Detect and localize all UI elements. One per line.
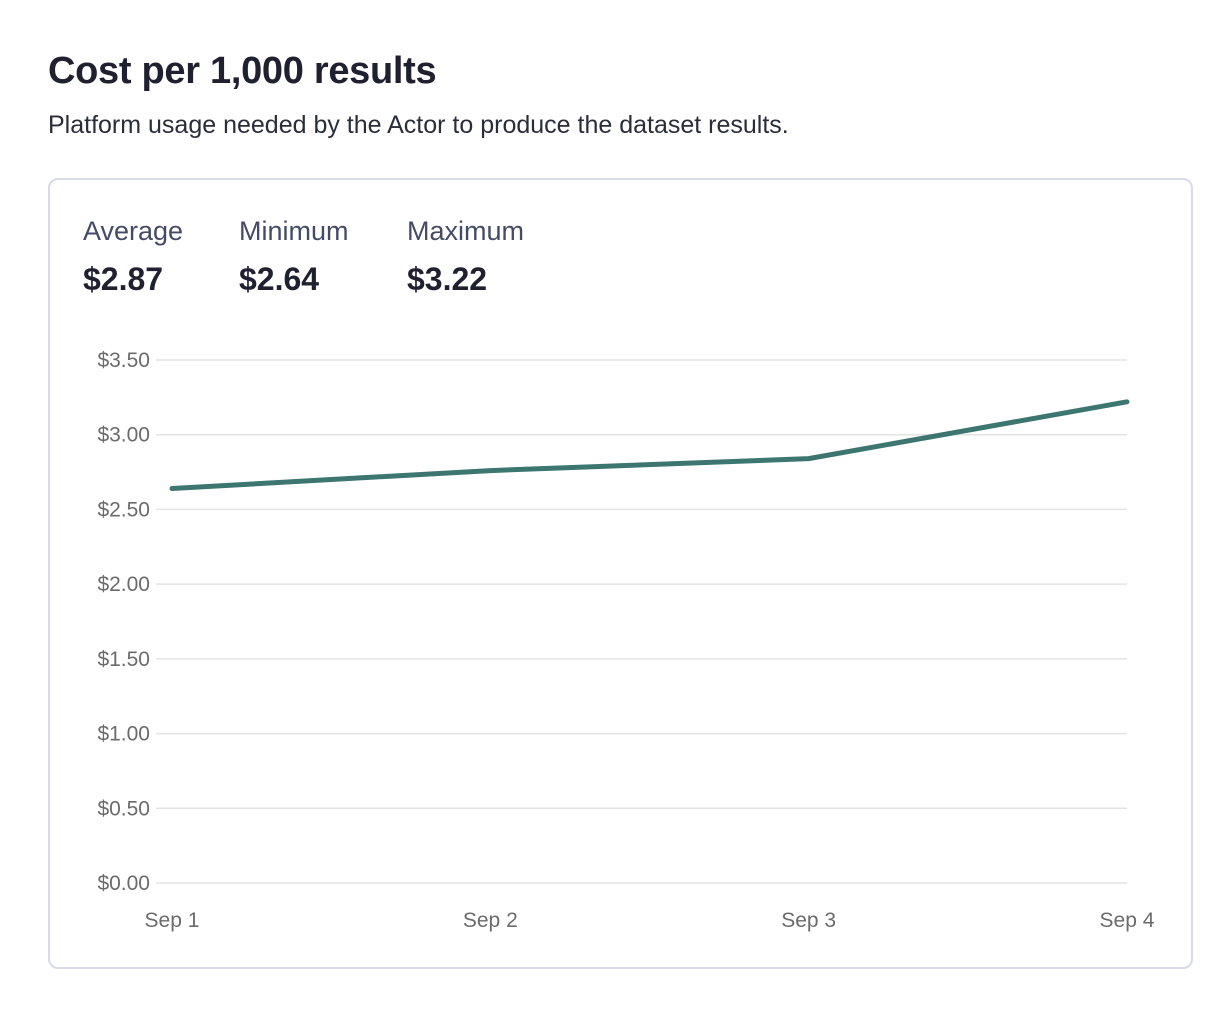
x-tick-label: Sep 3 <box>781 909 836 932</box>
y-tick-label: $3.00 <box>97 424 150 447</box>
stat-value: $3.22 <box>407 261 488 297</box>
line-chart: $0.00 $0.50 $1.00 $1.50 $2.00 $2.50 $3.00 $3.50… <box>97 349 1155 932</box>
y-tick-label: $3.50 <box>97 349 150 372</box>
stat-value: $2.87 <box>83 261 164 297</box>
page-title: Cost per 1,000 results <box>48 50 437 92</box>
x-tick-label: Sep 4 <box>1100 909 1155 932</box>
y-tick-label: $2.50 <box>97 498 150 521</box>
stat-average: Average $2.87 <box>83 216 183 298</box>
stat-label: Maximum <box>407 216 525 246</box>
y-tick-label: $1.00 <box>97 723 150 746</box>
y-tick-label: $0.00 <box>97 872 150 895</box>
stat-value: $2.64 <box>239 261 320 297</box>
x-tick-label: Sep 1 <box>145 909 200 932</box>
stat-maximum: Maximum $3.22 <box>407 216 524 298</box>
stat-label: Average <box>83 216 184 246</box>
stat-label: Minimum <box>239 216 349 246</box>
page-subtitle: Platform usage needed by the Actor to pr… <box>48 111 789 139</box>
y-tick-label: $2.00 <box>97 573 150 596</box>
x-tick-label: Sep 2 <box>463 909 518 932</box>
y-tick-label: $0.50 <box>97 797 150 820</box>
y-tick-label: $1.50 <box>97 648 150 671</box>
series-line <box>169 399 1130 492</box>
stat-minimum: Minimum $2.64 <box>239 216 349 298</box>
chart-card: Average $2.87 Minimum $2.64 Maximum $3.2… <box>48 178 1193 969</box>
